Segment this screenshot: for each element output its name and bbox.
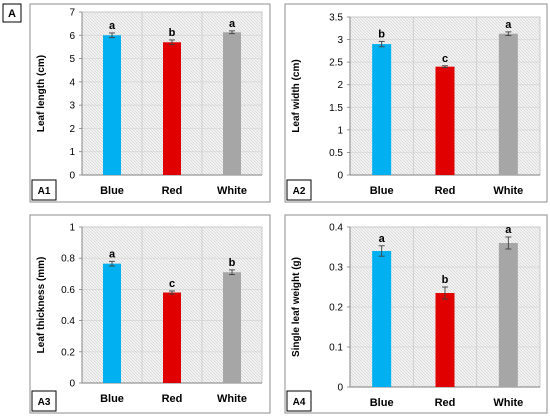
x-tick-label: Red (435, 397, 456, 409)
x-tick-label: Red (162, 393, 183, 405)
significance-letter: b (169, 27, 176, 39)
panel-a1: 0 1 2 3 4 5 6 7 Leaf length (cm) a Blue b Red a White A… (29, 3, 271, 203)
y-tick-label: 0.1 (329, 343, 343, 354)
y-tick-label: 3 (337, 35, 343, 46)
x-tick-label: Blue (100, 185, 124, 197)
x-tick-label: Red (435, 185, 456, 197)
bar-red (163, 292, 181, 383)
y-tick-label: 0.2 (61, 347, 75, 358)
y-tick-label: 0 (337, 383, 343, 394)
y-tick-label: 1.5 (329, 103, 343, 114)
bar-red (163, 42, 181, 176)
figure-label-box (2, 3, 22, 23)
bar-white (498, 243, 518, 387)
y-tick-label: 4 (69, 77, 75, 88)
significance-letter: c (169, 278, 175, 290)
y-axis-label: Single leaf weight (g) (291, 257, 302, 357)
y-tick-label: 0.2 (329, 303, 343, 314)
panel-label-box (31, 390, 57, 412)
x-tick-label: White (217, 393, 247, 405)
significance-letter: a (505, 19, 512, 31)
x-tick-label: White (493, 185, 523, 197)
panel-a2: 0 0.5 1 1.5 2 2.5 3 3.5 Leaf width (cm) b Blue c Red… (284, 3, 548, 203)
y-tick-label: 0.5 (329, 148, 343, 159)
x-tick-label: Blue (100, 393, 124, 405)
x-tick-label: White (217, 185, 247, 197)
y-tick-label: 1 (69, 147, 75, 158)
significance-letter: b (442, 274, 449, 286)
y-tick-label: 5 (69, 54, 75, 65)
panel-label: A3 (38, 397, 51, 408)
panel-label: A4 (293, 397, 306, 408)
bar-white (223, 272, 241, 383)
y-tick-label: 3 (69, 101, 75, 112)
bar-white (223, 32, 241, 175)
x-tick-label: Blue (370, 397, 394, 409)
panel-a3: 0 0.2 0.4 0.6 0.8 1 Leaf thickness (mm) a Blue c R… (29, 214, 271, 414)
y-axis-label: Leaf length (cm) (36, 55, 47, 132)
panel-label: A1 (38, 186, 51, 197)
y-tick-label: 0 (337, 171, 343, 182)
figure-label: A (8, 8, 16, 20)
y-tick-label: 0 (69, 171, 75, 182)
x-tick-label: Blue (370, 185, 394, 197)
y-tick-label: 1 (69, 223, 75, 234)
bar-white (498, 33, 518, 176)
panel-label: A2 (293, 186, 306, 197)
significance-letter: a (109, 248, 116, 260)
bar-blue (372, 251, 392, 387)
significance-letter: a (229, 18, 236, 30)
y-tick-label: 0 (69, 379, 75, 390)
y-tick-label: 0.4 (61, 316, 75, 327)
y-tick-label: 0.4 (329, 223, 343, 234)
panel-label-box (286, 390, 312, 412)
bar-blue (103, 263, 121, 383)
significance-letter: b (378, 28, 385, 40)
significance-letter: a (109, 20, 116, 32)
significance-letter: c (442, 53, 448, 65)
significance-letter: a (379, 233, 386, 245)
y-tick-label: 7 (69, 8, 75, 19)
significance-letter: b (229, 257, 236, 269)
y-tick-label: 0.6 (61, 285, 75, 296)
bar-red (435, 293, 455, 387)
y-tick-label: 0.8 (61, 254, 75, 265)
y-tick-label: 2.5 (329, 58, 343, 69)
y-axis-label: Leaf thickness (mm) (36, 257, 47, 354)
bar-red (435, 66, 455, 175)
y-tick-label: 2 (69, 124, 75, 135)
significance-letter: a (505, 224, 512, 236)
panel-a4: 0 0.1 0.2 0.3 0.4 Single leaf weight (g) a Blue… (284, 214, 548, 414)
y-tick-label: 1 (337, 125, 343, 136)
bar-blue (103, 35, 121, 176)
y-tick-label: 0.3 (329, 263, 343, 274)
y-tick-label: 2 (337, 80, 343, 91)
x-tick-label: White (493, 397, 523, 409)
panel-label-box (286, 179, 312, 201)
y-tick-label: 6 (69, 31, 75, 42)
panel-label-box (31, 179, 57, 201)
y-axis-label: Leaf width (cm) (291, 59, 302, 132)
bar-blue (372, 44, 392, 176)
y-tick-label: 3.5 (329, 13, 343, 24)
x-tick-label: Red (162, 185, 183, 197)
